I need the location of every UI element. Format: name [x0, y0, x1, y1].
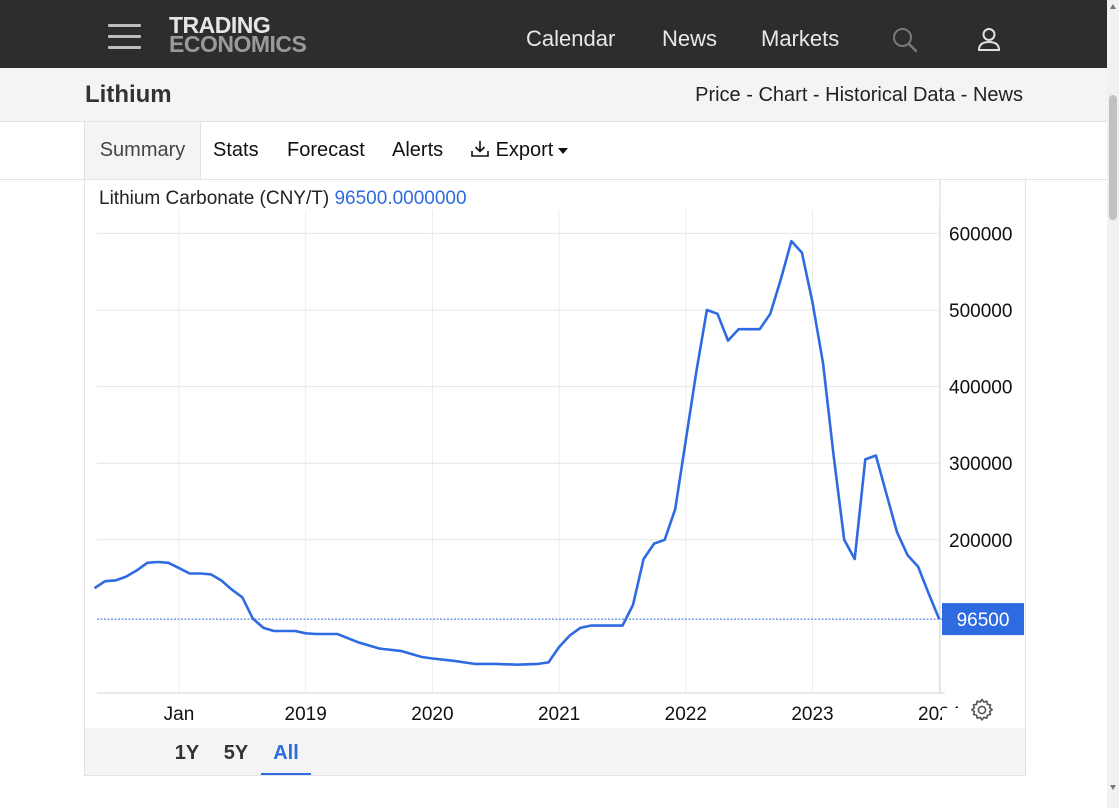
chart-caption: Lithium Carbonate (CNY/T) 96500.0000000	[99, 188, 467, 210]
last-value-label: 96500	[957, 610, 1010, 631]
x-tick-label: 2022	[665, 704, 707, 725]
tab-export[interactable]: Export	[470, 122, 569, 179]
link-separator: -	[740, 84, 759, 106]
tab-summary[interactable]: Summary	[84, 122, 201, 179]
page-title: Lithium	[85, 81, 172, 108]
tab-alerts[interactable]: Alerts	[392, 139, 444, 161]
gear-icon[interactable]	[970, 698, 994, 722]
nav-news[interactable]: News	[662, 26, 718, 51]
trading-economics-logo[interactable]: TRADING ECONOMICS	[169, 12, 307, 57]
logo-line1: TRADING	[169, 12, 271, 38]
chart-tabs: Summary Stats Forecast Alerts Export	[0, 122, 1107, 180]
range-1y[interactable]: 1Y	[174, 742, 200, 764]
range-selector: 1Y 5Y All	[85, 728, 1025, 775]
range-all[interactable]: All	[261, 728, 311, 775]
scroll-up-arrow-icon[interactable]	[1110, 4, 1116, 9]
chart-panel: 200000 300000 400000 500000 600000 Jan 2019 202…	[84, 180, 1026, 776]
link-price[interactable]: Price	[695, 84, 741, 106]
y-tick-label: 300000	[949, 454, 1012, 475]
chart-caption-value: 96500.0000000	[334, 188, 467, 209]
x-tick-label: 2020	[411, 704, 453, 725]
price-chart[interactable]: 200000 300000 400000 500000 600000 Jan 2019 202…	[85, 180, 1025, 728]
chart-caption-label: Lithium Carbonate (CNY/T)	[99, 188, 330, 209]
x-tick-label: Jan	[164, 704, 195, 725]
tab-export-label: Export	[495, 139, 554, 161]
link-separator: -	[955, 84, 973, 106]
chevron-down-icon	[558, 147, 569, 154]
search-icon[interactable]	[892, 27, 918, 53]
title-bar: Lithium Price - Chart - Historical Data …	[0, 68, 1107, 122]
series-line	[93, 239, 941, 666]
link-news[interactable]: News	[972, 84, 1023, 106]
x-tick-label: 2023	[791, 704, 833, 725]
range-5y[interactable]: 5Y	[223, 742, 249, 764]
download-icon	[471, 141, 489, 157]
link-separator: -	[807, 84, 826, 106]
nav-calendar[interactable]: Calendar	[526, 26, 616, 51]
section-links: Price - Chart - Historical Data - News	[695, 84, 1023, 107]
tab-stats[interactable]: Stats	[213, 139, 259, 161]
user-icon[interactable]	[976, 26, 1002, 52]
last-value-box	[942, 603, 1024, 636]
nav-markets[interactable]: Markets	[761, 26, 840, 51]
link-chart[interactable]: Chart	[758, 84, 808, 106]
y-tick-label: 600000	[949, 224, 1012, 245]
top-navigation-bar: TRADING ECONOMICS Calendar News Markets	[0, 0, 1107, 68]
y-tick-label: 500000	[949, 301, 1012, 322]
scrollbar-thumb[interactable]	[1109, 95, 1117, 220]
logo-line2: ECONOMICS	[169, 31, 307, 57]
x-tick-label: 2019	[285, 704, 327, 725]
scroll-down-arrow-icon[interactable]	[1110, 785, 1116, 790]
tab-forecast[interactable]: Forecast	[287, 139, 365, 161]
link-historical-data[interactable]: Historical Data	[825, 84, 956, 106]
x-tick-label: 2021	[538, 704, 580, 725]
vertical-scrollbar[interactable]	[1107, 0, 1119, 808]
hamburger-menu-icon[interactable]	[108, 24, 141, 50]
y-tick-label: 200000	[949, 531, 1012, 552]
y-tick-label: 400000	[949, 378, 1012, 399]
